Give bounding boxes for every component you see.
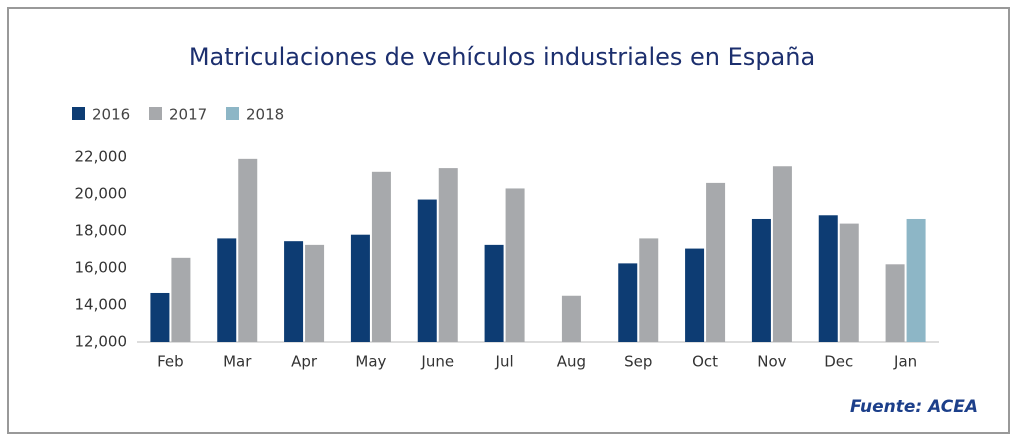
bar: [885, 264, 905, 342]
y-tick-label: 18,000: [75, 222, 128, 240]
legend-swatch: [226, 107, 239, 120]
bar: [171, 257, 191, 342]
x-tick-label: Jul: [495, 353, 514, 371]
x-tick-label: Aug: [557, 353, 586, 371]
y-tick-label: 12,000: [75, 333, 128, 351]
bar: [438, 168, 458, 342]
bar: [305, 244, 325, 342]
x-tick-label: Feb: [157, 353, 184, 371]
bar: [685, 248, 705, 342]
bar: [818, 215, 838, 342]
bar: [561, 295, 581, 342]
bar: [505, 188, 525, 342]
legend-swatch: [72, 107, 85, 120]
x-tick-label: June: [420, 353, 454, 371]
x-tick-label: Apr: [291, 353, 318, 371]
chart-title: Matriculaciones de vehículos industriale…: [189, 43, 815, 71]
x-tick-label: May: [355, 353, 386, 371]
bar: [839, 223, 859, 342]
bar: [772, 166, 792, 342]
source: Fuente: ACEA: [850, 397, 978, 417]
bar: [906, 218, 926, 342]
bar: [350, 234, 370, 342]
bar: [639, 238, 659, 342]
x-tick-label: Mar: [223, 353, 252, 371]
bar: [371, 171, 391, 342]
y-tick-label: 14,000: [75, 296, 128, 314]
legend-label: 2016: [92, 106, 130, 124]
x-tick-label: Sep: [624, 353, 652, 371]
x-tick-label: Jan: [893, 353, 917, 371]
bar: [150, 292, 170, 342]
bar: [618, 263, 638, 342]
bar: [417, 199, 437, 342]
bar: [751, 218, 771, 342]
bar: [238, 158, 258, 342]
bar: [706, 182, 726, 342]
y-tick-label: 20,000: [75, 185, 128, 203]
x-tick-label: Nov: [757, 353, 786, 371]
legend-swatch: [149, 107, 162, 120]
legend-label: 2018: [246, 106, 284, 124]
x-tick-label: Oct: [692, 353, 718, 371]
y-tick-label: 22,000: [75, 148, 128, 166]
bar: [217, 238, 237, 342]
bar: [484, 244, 504, 342]
x-tick-label: Dec: [824, 353, 853, 371]
y-tick-label: 16,000: [75, 259, 128, 277]
bar: [284, 241, 304, 342]
legend-label: 2017: [169, 106, 207, 124]
